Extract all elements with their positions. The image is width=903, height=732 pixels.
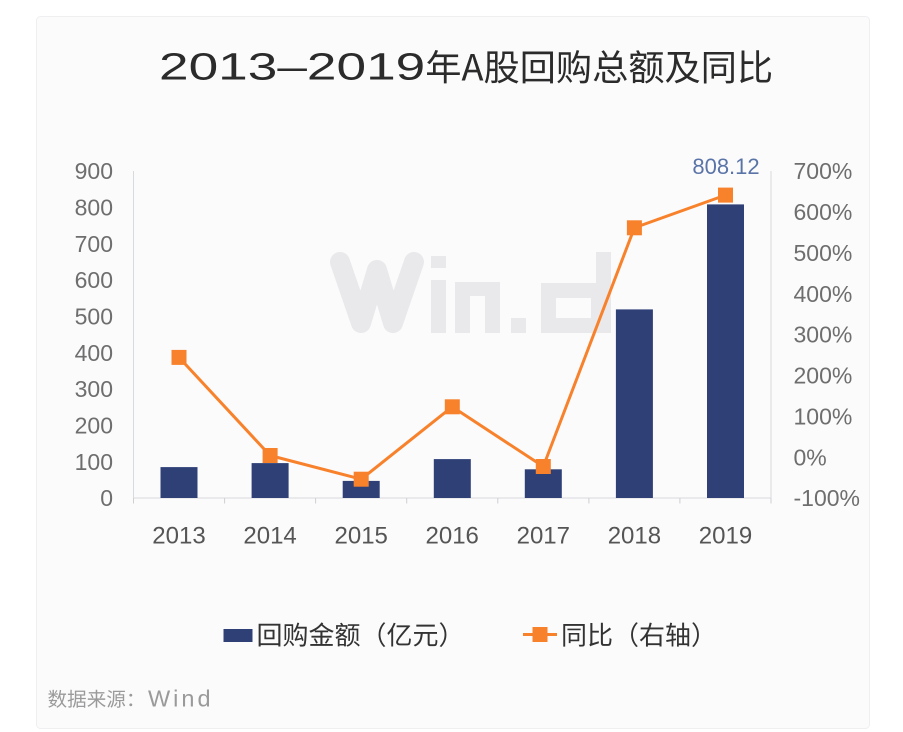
svg-text:300%: 300% <box>794 322 853 348</box>
svg-text:0: 0 <box>100 485 113 511</box>
svg-text:0%: 0% <box>794 444 827 470</box>
svg-text:200%: 200% <box>794 363 853 389</box>
svg-text:400: 400 <box>75 340 113 366</box>
svg-text:700: 700 <box>75 231 113 257</box>
svg-text:2018: 2018 <box>608 523 661 550</box>
svg-text:2017: 2017 <box>517 523 570 550</box>
svg-text:600%: 600% <box>794 199 853 225</box>
svg-text:300: 300 <box>75 376 113 402</box>
svg-text:400%: 400% <box>794 281 853 307</box>
svg-text:2019: 2019 <box>699 523 752 550</box>
svg-text:600: 600 <box>75 267 113 293</box>
svg-text:200: 200 <box>75 413 113 439</box>
svg-text:700%: 700% <box>794 158 853 184</box>
svg-text:100%: 100% <box>794 403 853 429</box>
svg-text:800: 800 <box>75 195 113 221</box>
svg-text:Wind: Wind <box>148 686 214 712</box>
svg-text:-100%: -100% <box>794 485 860 511</box>
svg-text:2016: 2016 <box>426 523 479 550</box>
svg-text:2013: 2013 <box>152 523 205 550</box>
svg-text:500: 500 <box>75 304 113 330</box>
svg-text:808.12: 808.12 <box>692 154 759 179</box>
svg-text:500%: 500% <box>794 240 853 266</box>
svg-text:900: 900 <box>75 158 113 184</box>
svg-text:2014: 2014 <box>243 523 296 550</box>
svg-text:100: 100 <box>75 449 113 475</box>
svg-text:2015: 2015 <box>335 523 388 550</box>
svg-text:2013–2019: 2013–2019 <box>159 45 425 88</box>
